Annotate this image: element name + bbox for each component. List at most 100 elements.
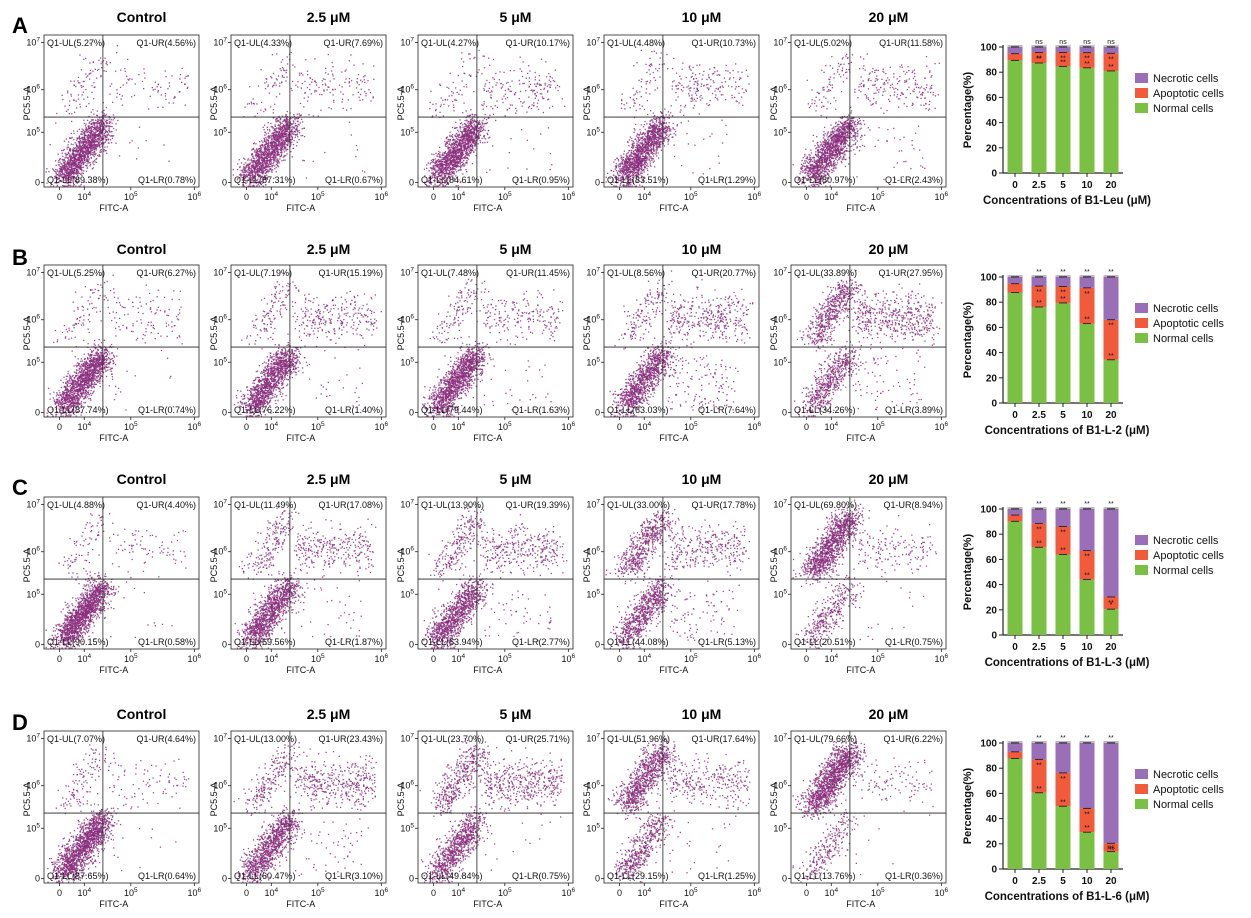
dot	[94, 154, 96, 156]
dot	[83, 146, 86, 148]
dot	[94, 128, 97, 130]
dot	[274, 125, 276, 127]
dot	[274, 168, 276, 170]
dot	[285, 133, 287, 135]
dot	[266, 126, 268, 128]
dot	[460, 165, 462, 167]
dot	[295, 145, 298, 147]
dot	[270, 154, 272, 156]
dot	[77, 80, 79, 82]
dot	[276, 153, 278, 155]
dot	[181, 67, 183, 70]
dot	[265, 133, 267, 135]
dot	[99, 127, 102, 129]
dot	[467, 153, 470, 155]
dot	[281, 128, 283, 130]
dot	[324, 83, 326, 85]
dot	[249, 159, 251, 161]
dot	[350, 80, 353, 82]
dot	[89, 137, 92, 139]
dot	[72, 163, 75, 165]
dot	[325, 84, 327, 86]
dot	[302, 134, 304, 137]
dot	[260, 155, 262, 157]
dot	[164, 95, 167, 97]
dot	[480, 125, 482, 127]
dot	[97, 118, 99, 120]
dot	[95, 125, 97, 127]
dot	[304, 80, 306, 83]
dot	[468, 140, 471, 142]
dot	[257, 168, 259, 170]
dot	[355, 156, 357, 158]
dot	[447, 167, 449, 169]
dot	[479, 141, 482, 144]
dot	[443, 168, 446, 170]
dot	[255, 143, 257, 145]
dot	[92, 144, 94, 146]
dot	[341, 86, 343, 88]
dot	[89, 163, 92, 166]
dot	[263, 129, 265, 131]
dot	[85, 139, 87, 141]
dot	[93, 98, 95, 100]
dot	[74, 159, 76, 161]
dot	[239, 166, 241, 169]
dot	[478, 49, 480, 52]
dot	[283, 69, 285, 71]
dot	[460, 153, 462, 155]
dot	[451, 168, 453, 171]
dot	[70, 143, 72, 145]
dot	[460, 58, 463, 60]
dot	[341, 71, 343, 73]
dot	[423, 168, 426, 170]
dot	[252, 102, 255, 105]
dot	[95, 161, 98, 163]
dot	[86, 152, 88, 154]
dot	[106, 135, 109, 137]
dot	[435, 160, 437, 163]
dot	[261, 167, 264, 169]
dot	[65, 110, 68, 112]
dot	[98, 59, 100, 61]
dot	[67, 92, 69, 94]
plot-title: 5 μM	[500, 9, 532, 25]
dot	[252, 157, 254, 159]
dot	[276, 147, 278, 149]
dot	[470, 109, 472, 111]
dot	[151, 87, 153, 89]
dot	[77, 98, 80, 100]
dot	[257, 170, 259, 172]
dot	[66, 164, 68, 166]
dot	[346, 109, 348, 111]
dot	[67, 165, 70, 167]
dot	[477, 143, 479, 145]
dot	[449, 134, 451, 136]
dot	[115, 123, 117, 125]
dot	[59, 158, 61, 160]
dot	[259, 141, 261, 143]
dot	[462, 126, 464, 128]
dot	[455, 99, 458, 101]
dot	[84, 125, 87, 127]
dot	[470, 118, 472, 120]
dot	[264, 140, 266, 142]
dot	[328, 107, 330, 109]
dot	[165, 98, 167, 101]
dot	[439, 164, 441, 166]
dot	[355, 144, 358, 147]
dot	[327, 73, 329, 75]
dot	[168, 82, 170, 84]
dot	[75, 151, 77, 153]
dot	[459, 126, 461, 128]
dot	[62, 160, 64, 162]
dot	[245, 162, 247, 164]
dot	[360, 88, 362, 90]
dot	[444, 99, 447, 101]
dot	[309, 77, 311, 79]
dot	[162, 106, 164, 108]
dot	[431, 161, 434, 163]
dot	[275, 148, 278, 151]
dot	[98, 154, 100, 156]
dot	[267, 144, 269, 147]
